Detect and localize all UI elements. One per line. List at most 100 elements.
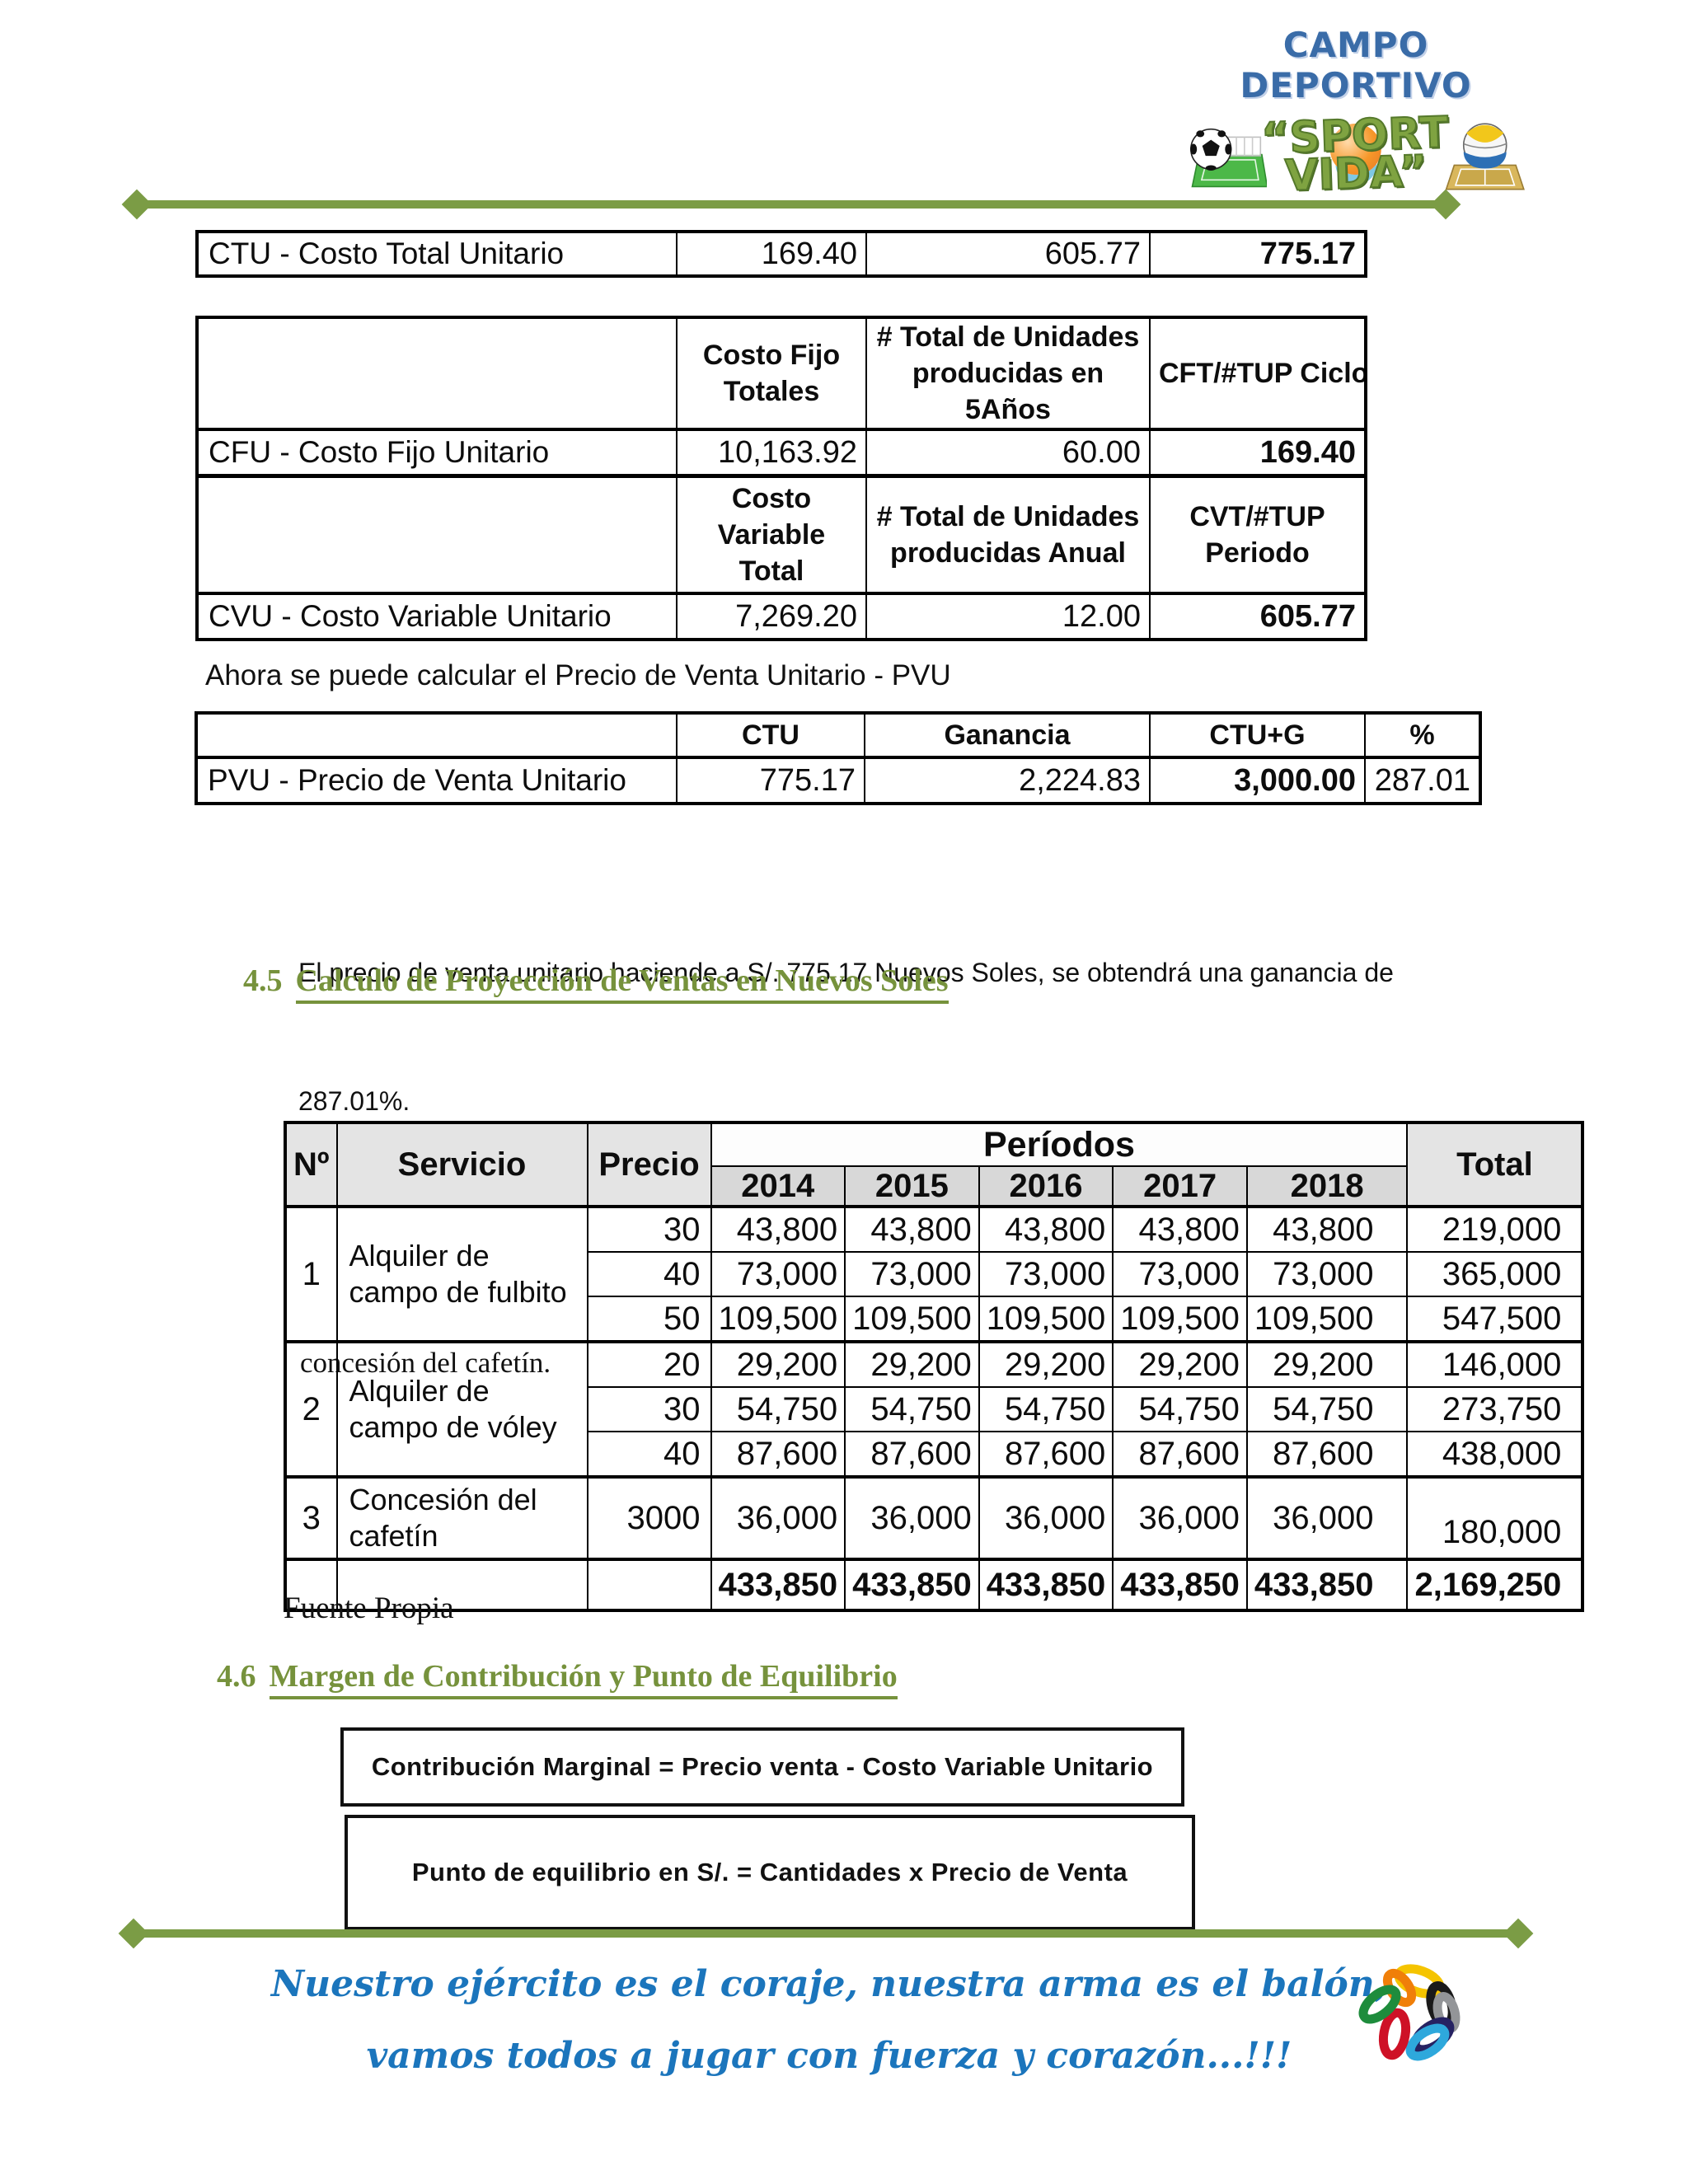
cvu-result-cell: 605.77 xyxy=(1149,592,1367,640)
value-cell: 87,600 xyxy=(1245,1431,1409,1478)
logo-graphics-row: “SPORT VIDA” xyxy=(1187,107,1525,202)
bottom-divider-line xyxy=(130,1929,1522,1938)
table-header-row: Nº Servicio Precio Períodos Total xyxy=(284,1122,1584,1207)
section-number: 4.6 xyxy=(217,1659,256,1694)
value-cell: 73,000 xyxy=(1112,1251,1248,1297)
value-cell: 36,000 xyxy=(1245,1475,1409,1560)
contribution-margin-formula-box: Contribución Marginal = Precio venta - C… xyxy=(340,1727,1184,1807)
table-header-row: Costo Variable Total # Total de Unidades… xyxy=(196,476,1367,594)
value-cell: 109,500 xyxy=(710,1296,846,1343)
value-cell: 54,750 xyxy=(978,1386,1114,1432)
price-cell: 30 xyxy=(586,1386,712,1432)
value-cell: 73,000 xyxy=(978,1251,1114,1297)
ctu-table: CTU - Costo Total Unitario 169.40 605.77… xyxy=(195,230,1367,278)
row-total-cell: 365,000 xyxy=(1406,1251,1584,1297)
ctu-variable-cell: 605.77 xyxy=(865,231,1151,277)
pvu-header-ctug: CTU+G xyxy=(1149,712,1366,758)
header-num: Nº xyxy=(284,1122,338,1207)
header-line: CFT/#TUP Ciclo xyxy=(1159,358,1366,389)
row-total-cell: 146,000 xyxy=(1406,1340,1584,1388)
value-cell: 29,200 xyxy=(978,1340,1114,1388)
row-total-cell: 273,750 xyxy=(1406,1386,1584,1432)
price-cell: 40 xyxy=(586,1251,712,1297)
ctu-total-cell: 775.17 xyxy=(1149,231,1367,277)
year-total-cell: 433,850 xyxy=(1245,1558,1409,1611)
table-row: CTU - Costo Total Unitario 169.40 605.77… xyxy=(196,231,1367,277)
top-divider-line xyxy=(134,200,1449,209)
service-name-cell: Alquiler de campo de fulbito xyxy=(335,1205,588,1343)
value-cell: 73,000 xyxy=(844,1251,980,1297)
empty-cell xyxy=(284,1558,338,1611)
price-explanation-paragraph: El precio de venta unitario haciende a S… xyxy=(298,865,1394,1208)
value-cell: 54,750 xyxy=(1245,1386,1409,1432)
break-even-formula-box: Punto de equilibrio en S/. = Cantidades … xyxy=(345,1815,1195,1930)
cvu-header-unidades: # Total de Unidades producidas Anual xyxy=(865,476,1151,594)
table-header-row: CTU Ganancia CTU+G % xyxy=(195,712,1481,758)
empty-corner-cell xyxy=(195,712,678,758)
table-row: CFU - Costo Fijo Unitario 10,163.92 60.0… xyxy=(196,428,1367,476)
cfu-header-unidades: # Total de Unidades producidas en 5Años xyxy=(865,316,1151,430)
table-year-header-row: 2014 2015 2016 2017 2018 xyxy=(285,1165,1582,1207)
cfu-result-cell: 169.40 xyxy=(1149,428,1367,476)
value-cell: 36,000 xyxy=(844,1475,980,1560)
footer-motto: Nuestro ejército es el coraje, nuestra a… xyxy=(132,1963,1526,2077)
table-row: 2 Alquiler de campo de vóley 20 29,200 2… xyxy=(284,1340,1584,1478)
header-line: # Total de Unidades xyxy=(876,501,1140,532)
value-cell: 73,000 xyxy=(710,1251,846,1297)
header-year-2015: 2015 xyxy=(844,1165,980,1207)
value-cell: 43,800 xyxy=(1245,1205,1409,1253)
value-cell: 87,600 xyxy=(1112,1431,1248,1478)
header-periodos: Períodos xyxy=(710,1122,1409,1167)
row-total-cell: 180,000 xyxy=(1406,1475,1584,1560)
value-cell: 54,750 xyxy=(710,1386,846,1432)
year-total-cell: 433,850 xyxy=(978,1558,1114,1611)
pvu-ctu-cell: 775.17 xyxy=(676,756,865,804)
header-precio: Precio xyxy=(586,1122,712,1207)
row-total-cell: 219,000 xyxy=(1406,1205,1584,1253)
price-cell: 40 xyxy=(586,1431,712,1478)
cfu-value-cell: 10,163.92 xyxy=(676,428,867,476)
grand-total-cell: 2,169,250 xyxy=(1406,1558,1584,1611)
pvu-intro-text: Ahora se puede calcular el Precio de Ven… xyxy=(205,659,951,691)
empty-corner-cell xyxy=(196,476,678,594)
price-cell: 50 xyxy=(586,1296,712,1343)
pvu-header-ctu: CTU xyxy=(676,712,865,758)
value-cell: 54,750 xyxy=(1112,1386,1248,1432)
cfu-value-cell: 60.00 xyxy=(865,428,1151,476)
cfu-header-ratio: CFT/#TUP Ciclo xyxy=(1149,316,1367,430)
year-total-cell: 433,850 xyxy=(844,1558,980,1611)
price-cell: 30 xyxy=(586,1205,712,1253)
empty-cell xyxy=(586,1558,712,1611)
value-cell: 109,500 xyxy=(844,1296,980,1343)
header-line: Totales xyxy=(723,376,820,407)
value-cell: 109,500 xyxy=(1245,1296,1409,1343)
value-cell: 73,000 xyxy=(1245,1251,1409,1297)
value-cell: 43,800 xyxy=(978,1205,1114,1253)
header-line: producidas en 5Años xyxy=(912,358,1104,425)
paragraph-line: El precio de venta unitario haciende a S… xyxy=(298,958,1394,987)
header-line: Costo Fijo xyxy=(702,340,841,371)
header-year-2017: 2017 xyxy=(1112,1165,1248,1207)
value-cell: 43,800 xyxy=(1112,1205,1248,1253)
section-heading-4-5: 4.5 Calculo de Proyección de Ventas en N… xyxy=(243,963,949,1004)
ctu-label-cell: CTU - Costo Total Unitario xyxy=(196,231,678,277)
sales-projection-table: Nº Servicio Precio Períodos Total 2014 2… xyxy=(284,1121,1585,1612)
section-number: 4.5 xyxy=(243,963,283,998)
motto-line: vamos todos a jugar con fuerza y corazón… xyxy=(366,2035,1292,2077)
motto-line: Nuestro ejército es el coraje, nuestra a… xyxy=(270,1963,1388,2005)
value-cell: 29,200 xyxy=(844,1340,980,1388)
service-name-cell: Concesión del cafetín xyxy=(335,1475,588,1560)
header-line: Variable xyxy=(717,519,826,551)
header-year-2016: 2016 xyxy=(978,1165,1114,1207)
cfu-table: Costo Fijo Totales # Total de Unidades p… xyxy=(195,316,1367,477)
empty-cell xyxy=(335,1558,588,1611)
table-row: 50 109,500 109,500 109,500 109,500 109,5… xyxy=(285,1296,1584,1343)
sport-vida-logo: CAMPO DEPORTIVO “SPORT VIDA” xyxy=(1187,25,1525,202)
pvu-ctug-cell: 3,000.00 xyxy=(1149,756,1366,804)
empty-corner-cell xyxy=(196,316,678,430)
cvu-table: Costo Variable Total # Total de Unidades… xyxy=(195,475,1367,641)
value-cell: 43,800 xyxy=(844,1205,980,1253)
pvu-percent-cell: 287.01 xyxy=(1364,756,1481,804)
formula-text: Contribución Marginal = Precio venta - C… xyxy=(371,1752,1154,1781)
